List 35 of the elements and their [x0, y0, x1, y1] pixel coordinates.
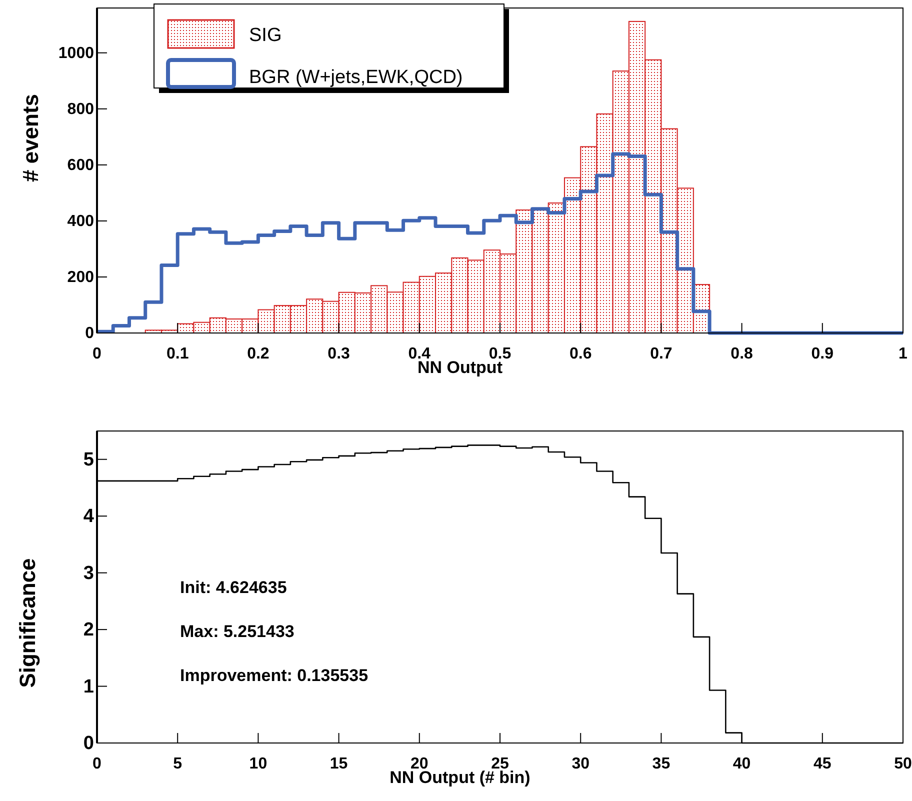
y-tick-label: 400	[67, 213, 94, 230]
x-tick-label: 5	[173, 755, 182, 772]
y-tick-label: 0	[85, 325, 94, 342]
x-tick-label: 0.8	[730, 345, 754, 362]
y-tick-label: 1	[83, 676, 94, 698]
x-tick-label: 40	[732, 755, 751, 772]
x-tick-label: 0.2	[247, 345, 270, 362]
y-tick-label: 5	[83, 449, 94, 470]
x-tick-label: 1	[898, 345, 908, 362]
x-tick-label: 45	[814, 755, 832, 772]
y-tick-label: 800	[67, 100, 94, 118]
y-tick-label: 600	[67, 157, 94, 174]
x-tick-label: 0.1	[166, 345, 189, 362]
y-tick-label: 200	[67, 269, 94, 286]
annotation: Improvement: 0.135535	[180, 666, 368, 685]
x-tick-label: 0.3	[328, 345, 350, 362]
y-tick-label: 0	[83, 733, 94, 754]
legend-label: BGR (W+jets,EWK,QCD)	[249, 67, 463, 88]
annotation: Init: 4.624635	[180, 578, 287, 597]
legend-label: SIG	[249, 25, 282, 46]
x-tick-label: 15	[330, 755, 348, 772]
y-tick-label: 1000	[58, 44, 94, 62]
annotation: Max: 5.251433	[180, 622, 294, 641]
y-tick-label: 2	[83, 620, 94, 641]
y-axis-title: # events	[18, 94, 43, 182]
x-tick-label: 50	[894, 755, 912, 772]
y-tick-label: 4	[83, 506, 94, 528]
y-tick-label: 3	[83, 562, 94, 584]
x-tick-label: 0.7	[650, 345, 672, 362]
x-tick-label: 35	[652, 755, 670, 772]
x-tick-label: 10	[249, 755, 268, 772]
y-axis-title: Significance	[15, 558, 40, 688]
x-tick-label: 30	[572, 755, 590, 772]
x-tick-label: 0.9	[811, 345, 834, 362]
x-tick-label: 0.6	[569, 345, 592, 362]
